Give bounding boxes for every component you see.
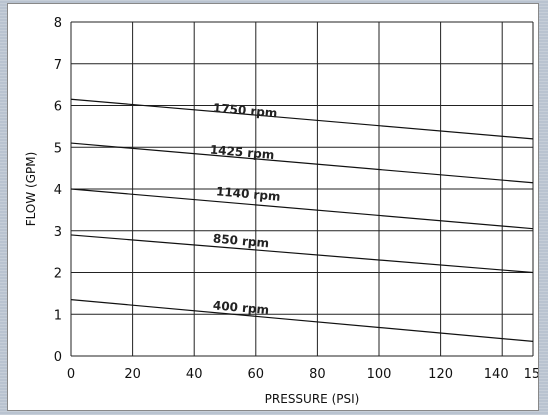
x-tick-label: 100 bbox=[367, 367, 392, 382]
y-tick-label: 8 bbox=[54, 16, 62, 31]
y-tick-label: 2 bbox=[54, 267, 62, 282]
x-axis-label: PRESSURE (PSI) bbox=[265, 392, 360, 406]
series-labels: 1750 rpm 1425 rpm 1140 rpm 850 rpm 400 rpm bbox=[209, 101, 281, 317]
series-label: 850 rpm bbox=[212, 231, 269, 250]
series-label: 1425 rpm bbox=[209, 143, 275, 163]
y-tick-label: 7 bbox=[54, 58, 62, 73]
series-label: 400 rpm bbox=[212, 298, 269, 317]
y-tick-label: 4 bbox=[54, 183, 62, 198]
grid bbox=[70, 21, 534, 357]
y-tick-label: 1 bbox=[54, 308, 62, 323]
chart-frame: 1750 rpm 1425 rpm 1140 rpm 850 rpm 400 rpm 0… bbox=[7, 3, 539, 411]
y-tick-label: 5 bbox=[54, 141, 62, 156]
y-tick-label: 0 bbox=[54, 350, 62, 365]
x-tick-label: 120 bbox=[428, 367, 453, 382]
series-label: 1140 rpm bbox=[215, 184, 281, 204]
x-tick-label: 150 bbox=[524, 367, 538, 382]
series-line bbox=[70, 234, 534, 274]
series-line bbox=[70, 299, 534, 342]
y-tick-labels: 0 1 2 3 4 5 6 7 8 bbox=[54, 16, 62, 365]
x-tick-labels: 0 20 40 60 80 100 120 140 150 bbox=[67, 367, 538, 382]
series-line bbox=[70, 142, 534, 184]
x-tick-label: 40 bbox=[186, 367, 203, 382]
y-tick-label: 6 bbox=[54, 100, 62, 115]
series-label: 1750 rpm bbox=[212, 101, 278, 121]
flow-pressure-chart: 1750 rpm 1425 rpm 1140 rpm 850 rpm 400 rpm 0… bbox=[24, 16, 538, 406]
x-tick-label: 140 bbox=[484, 367, 509, 382]
series-line bbox=[70, 98, 534, 140]
y-axis-label: FLOW (GPM) bbox=[24, 152, 38, 227]
x-tick-label: 80 bbox=[309, 367, 326, 382]
x-tick-label: 60 bbox=[248, 367, 265, 382]
x-tick-label: 0 bbox=[67, 367, 75, 382]
series-line bbox=[70, 188, 534, 230]
x-tick-label: 20 bbox=[124, 367, 141, 382]
y-tick-label: 3 bbox=[54, 225, 62, 240]
series-lines bbox=[70, 98, 534, 342]
